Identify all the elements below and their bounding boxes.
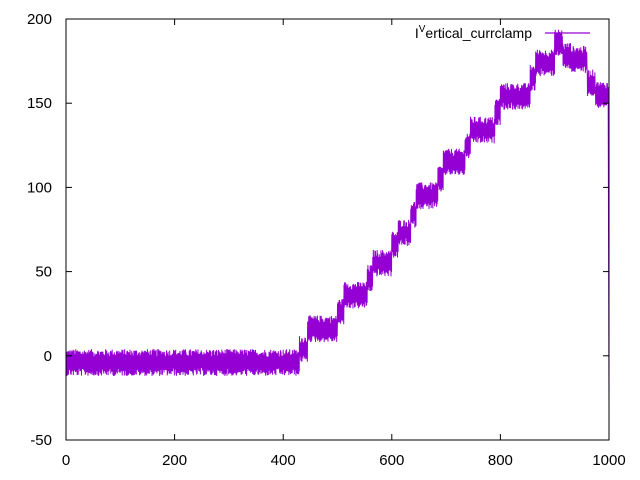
legend-label: IVertical_currclamp [415,24,532,41]
y-tick-label: 200 [27,11,52,28]
plot-frame [65,18,610,441]
x-tick-label: 600 [379,452,404,469]
x-tick-label: 800 [488,452,513,469]
y-tick-label: 0 [44,348,52,365]
x-tick-label: 1000 [592,452,625,469]
y-tick-label: -50 [30,432,52,449]
legend: IVertical_currclamp [415,24,590,41]
y-tick-label: 100 [27,179,52,196]
y-tick-label: 150 [27,95,52,112]
x-axis-ticks: 0 200 400 600 800 1000 [62,19,626,469]
legend-label-superscript: V [419,24,426,35]
x-tick-label: 200 [162,452,187,469]
y-tick-label: 50 [35,264,52,281]
x-tick-label: 400 [271,452,296,469]
x-tick-label: 0 [62,452,70,469]
series-line [65,29,610,407]
plot-series [65,29,610,407]
legend-label-suffix: ertical_currclamp [425,25,532,41]
legend-label-prefix: I [415,25,419,41]
y-axis-ticks: -50 0 50 100 150 200 [27,11,609,449]
